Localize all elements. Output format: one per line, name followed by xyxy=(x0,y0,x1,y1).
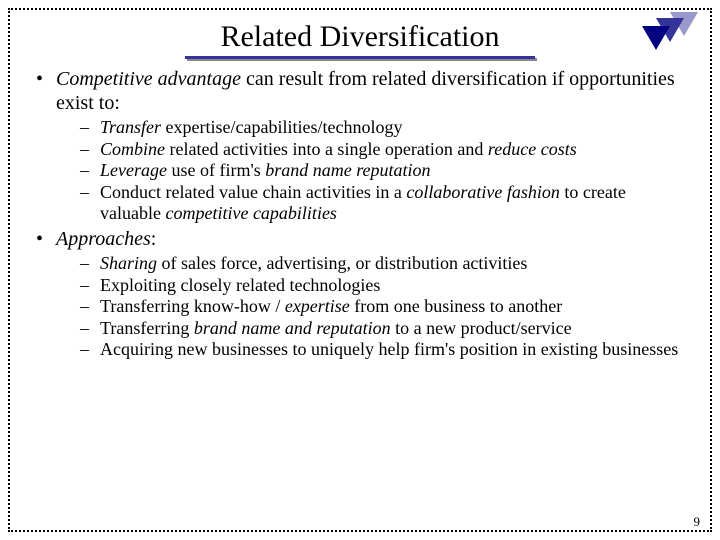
sub-text: to a new product/service xyxy=(391,318,572,338)
sub-text: Acquiring new businesses to uniquely hel… xyxy=(100,339,678,359)
corner-decoration xyxy=(642,10,702,60)
sub-text: related activities into a single operati… xyxy=(165,139,488,159)
sub-text: collaborative fashion xyxy=(406,182,559,202)
sub-text: Transferring xyxy=(100,318,194,338)
sub-text: brand name reputation xyxy=(265,160,430,180)
sub-text: from one business to another xyxy=(350,296,562,316)
page-number: 9 xyxy=(694,514,701,530)
sub-text: Combine xyxy=(100,139,165,159)
sub-bullet: Sharing of sales force, advertising, or … xyxy=(80,253,688,275)
bullet-2-emphasis: Approaches xyxy=(56,228,151,250)
sub-bullet: Transferring know-how / expertise from o… xyxy=(80,296,688,318)
sub-bullet: Transferring brand name and reputation t… xyxy=(80,318,688,340)
sub-bullet: Combine related activities into a single… xyxy=(80,139,688,161)
sub-text: Exploiting closely related technologies xyxy=(100,275,380,295)
sub-text: Transfer xyxy=(100,117,161,137)
bullet-2-text: : xyxy=(151,228,157,250)
sub-text: Transferring know-how / xyxy=(100,296,285,316)
bullet-1-emphasis: Competitive advantage xyxy=(56,68,241,90)
sub-text: reduce costs xyxy=(488,139,577,159)
sub-bullet: Conduct related value chain activities i… xyxy=(80,182,688,225)
triangle-icon xyxy=(642,26,670,50)
sub-text: Leverage xyxy=(100,160,167,180)
sub-bullet: Acquiring new businesses to uniquely hel… xyxy=(80,339,688,361)
sub-text: use of firm's xyxy=(167,160,265,180)
sub-text: competitive capabilities xyxy=(165,203,336,223)
sub-text: of sales force, advertising, or distribu… xyxy=(157,253,527,273)
sub-text: brand name and reputation xyxy=(194,318,391,338)
sub-bullet: Leverage use of firm's brand name reputa… xyxy=(80,160,688,182)
sub-bullet: Exploiting closely related technologies xyxy=(80,275,688,297)
sub-text: expertise/capabilities/technology xyxy=(161,117,402,137)
bullet-2: Approaches: Sharing of sales force, adve… xyxy=(32,227,688,361)
sub-text: Conduct related value chain activities i… xyxy=(100,182,406,202)
sub-text: expertise xyxy=(285,296,350,316)
sub-text: Sharing xyxy=(100,253,157,273)
bullet-1: Competitive advantage can result from re… xyxy=(32,67,688,225)
slide-content: Competitive advantage can result from re… xyxy=(0,67,720,361)
sub-bullet: Transfer expertise/capabilities/technolo… xyxy=(80,117,688,139)
